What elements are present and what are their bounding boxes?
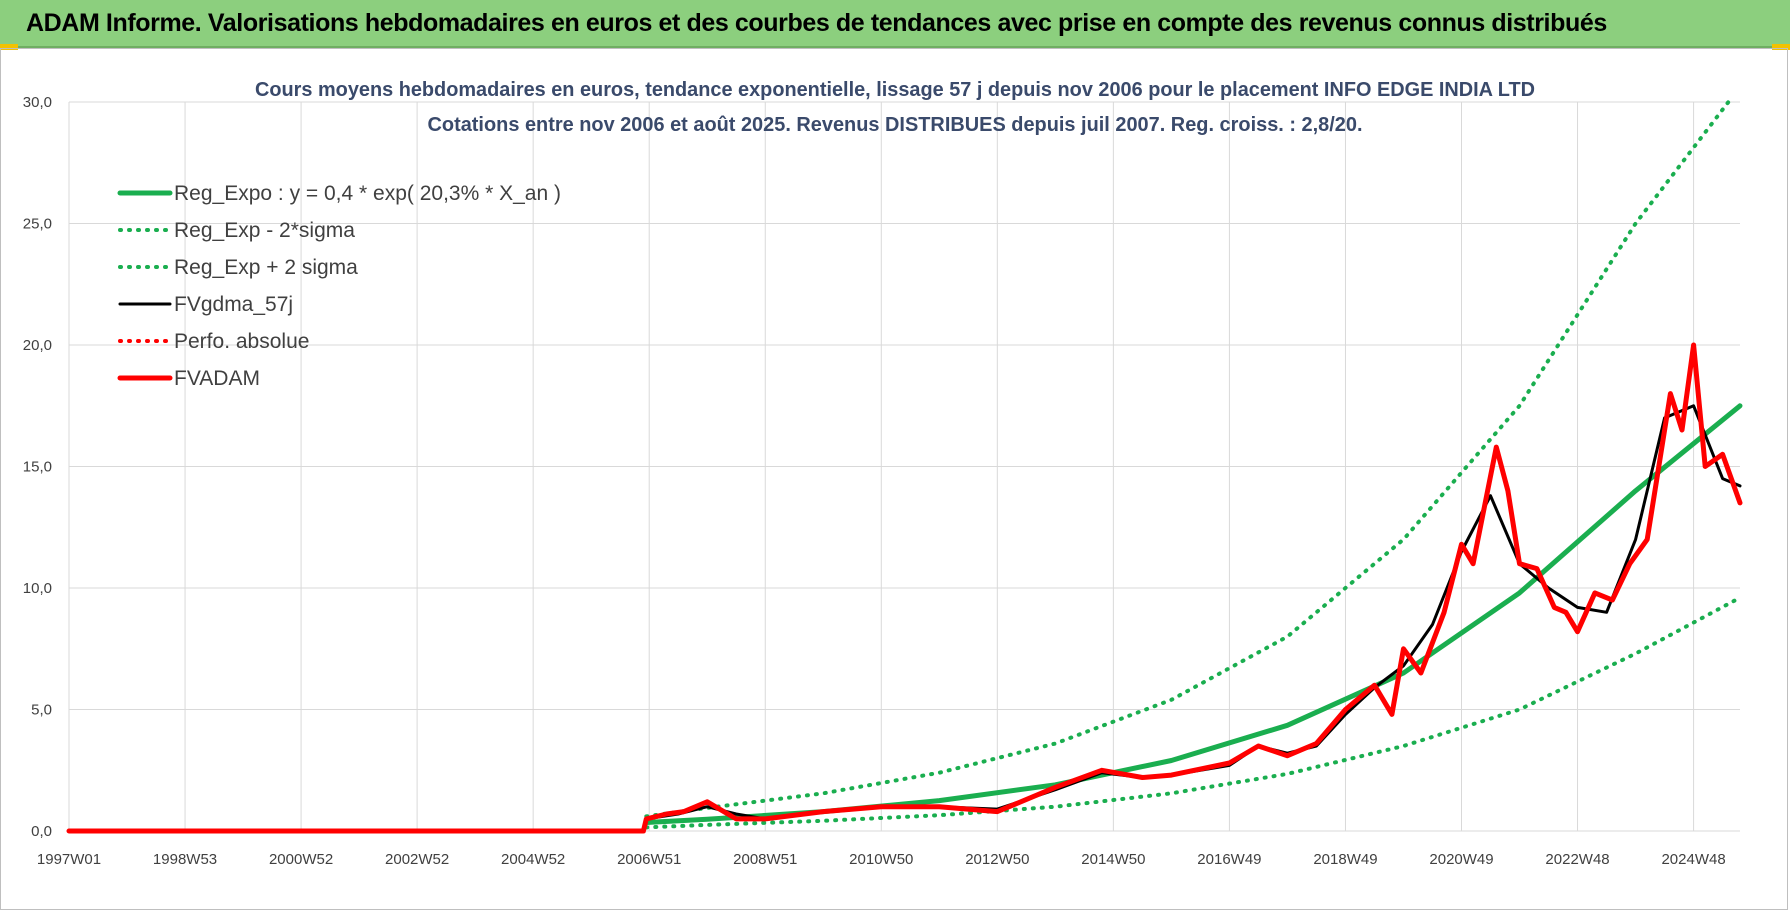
- x-tick-label: 2000W52: [269, 851, 333, 868]
- chart-frame: [0, 48, 1788, 910]
- legend-label: Reg_Exp + 2 sigma: [174, 256, 358, 279]
- x-tick-label: 2024W48: [1661, 851, 1725, 868]
- x-tick-label: 2014W50: [1081, 851, 1145, 868]
- legend-label: Perfo. absolue: [174, 330, 309, 353]
- x-tick-label: 1998W53: [153, 851, 217, 868]
- legend-label: FVgdma_57j: [174, 293, 293, 316]
- y-axis-ticks: 0,0 5,0 10,0 15,0 20,0 25,0 30,0: [23, 94, 52, 840]
- chart-title: Cours moyens hebdomadaires en euros, ten…: [255, 79, 1535, 136]
- chart-title-line: Cotations entre nov 2006 et août 2025. R…: [428, 114, 1363, 136]
- x-tick-label: 2004W52: [501, 851, 565, 868]
- legend: Reg_Expo : y = 0,4 * exp( 20,3% * X_an )…: [117, 182, 561, 390]
- x-tick-label: 2018W49: [1313, 851, 1377, 868]
- legend-label: Reg_Expo : y = 0,4 * exp( 20,3% * X_an ): [174, 182, 561, 205]
- x-tick-label: 2022W48: [1545, 851, 1609, 868]
- x-tick-label: 2012W50: [965, 851, 1029, 868]
- series-layer: [66, 100, 1743, 834]
- series-line-1: [644, 595, 1742, 830]
- legend-label: Reg_Exp - 2*sigma: [174, 219, 355, 242]
- series-line-2: [644, 100, 1731, 819]
- grid: [68, 101, 1740, 832]
- series-line-0: [643, 403, 1743, 825]
- corner-marker-left: [0, 44, 18, 50]
- y-tick-label: 25,0: [23, 216, 52, 233]
- x-tick-label: 2008W51: [733, 851, 797, 868]
- y-tick-label: 20,0: [23, 337, 52, 354]
- legend-label: FVADAM: [174, 367, 260, 390]
- y-tick-label: 10,0: [23, 580, 52, 597]
- corner-marker-right: [1772, 44, 1790, 50]
- x-tick-label: 2016W49: [1197, 851, 1261, 868]
- y-tick-label: 0,0: [31, 823, 52, 840]
- x-tick-label: 2020W49: [1429, 851, 1493, 868]
- y-tick-label: 15,0: [23, 459, 52, 476]
- chart-title-line: Cours moyens hebdomadaires en euros, ten…: [255, 79, 1535, 101]
- x-tick-label: 2002W52: [385, 851, 449, 868]
- banner: ADAM Informe. Valorisations hebdomadaire…: [0, 0, 1790, 48]
- y-tick-label: 5,0: [31, 702, 52, 719]
- x-tick-label: 2010W50: [849, 851, 913, 868]
- x-tick-label: 2006W51: [617, 851, 681, 868]
- series-line-5: [66, 342, 1743, 834]
- x-axis-ticks: 1997W01 1998W53 2000W52 2002W52 2004W52 2006W…: [37, 851, 1726, 868]
- y-tick-label: 30,0: [23, 94, 52, 111]
- x-tick-label: 1997W01: [37, 851, 101, 868]
- banner-title: ADAM Informe. Valorisations hebdomadaire…: [26, 9, 1607, 37]
